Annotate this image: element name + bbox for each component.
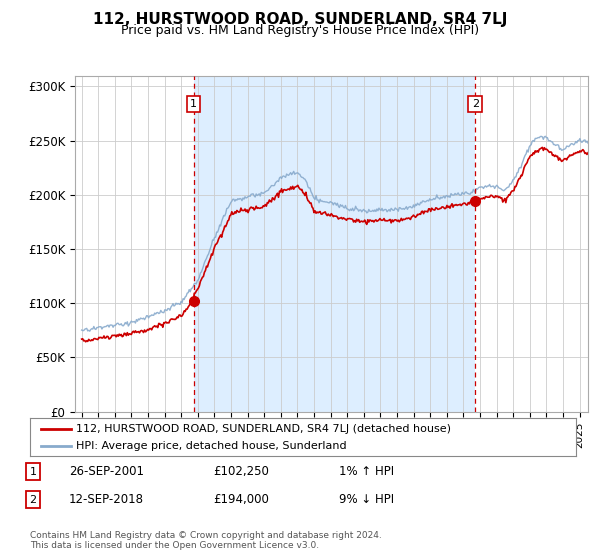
- Text: £194,000: £194,000: [213, 493, 269, 506]
- Bar: [194, 76, 475, 412]
- Text: Price paid vs. HM Land Registry's House Price Index (HPI): Price paid vs. HM Land Registry's House …: [121, 24, 479, 37]
- Text: 2: 2: [29, 494, 37, 505]
- Text: Contains HM Land Registry data © Crown copyright and database right 2024.
This d: Contains HM Land Registry data © Crown c…: [30, 531, 382, 550]
- Text: 9% ↓ HPI: 9% ↓ HPI: [339, 493, 394, 506]
- Text: 2: 2: [472, 99, 479, 109]
- Text: 112, HURSTWOOD ROAD, SUNDERLAND, SR4 7LJ: 112, HURSTWOOD ROAD, SUNDERLAND, SR4 7LJ: [93, 12, 507, 27]
- Text: 1% ↑ HPI: 1% ↑ HPI: [339, 465, 394, 478]
- Text: HPI: Average price, detached house, Sunderland: HPI: Average price, detached house, Sund…: [76, 441, 347, 451]
- Text: 1: 1: [190, 99, 197, 109]
- Text: 1: 1: [29, 466, 37, 477]
- Text: 12-SEP-2018: 12-SEP-2018: [69, 493, 144, 506]
- Text: £102,250: £102,250: [213, 465, 269, 478]
- Text: 112, HURSTWOOD ROAD, SUNDERLAND, SR4 7LJ (detached house): 112, HURSTWOOD ROAD, SUNDERLAND, SR4 7LJ…: [76, 423, 451, 433]
- Text: 26-SEP-2001: 26-SEP-2001: [69, 465, 144, 478]
